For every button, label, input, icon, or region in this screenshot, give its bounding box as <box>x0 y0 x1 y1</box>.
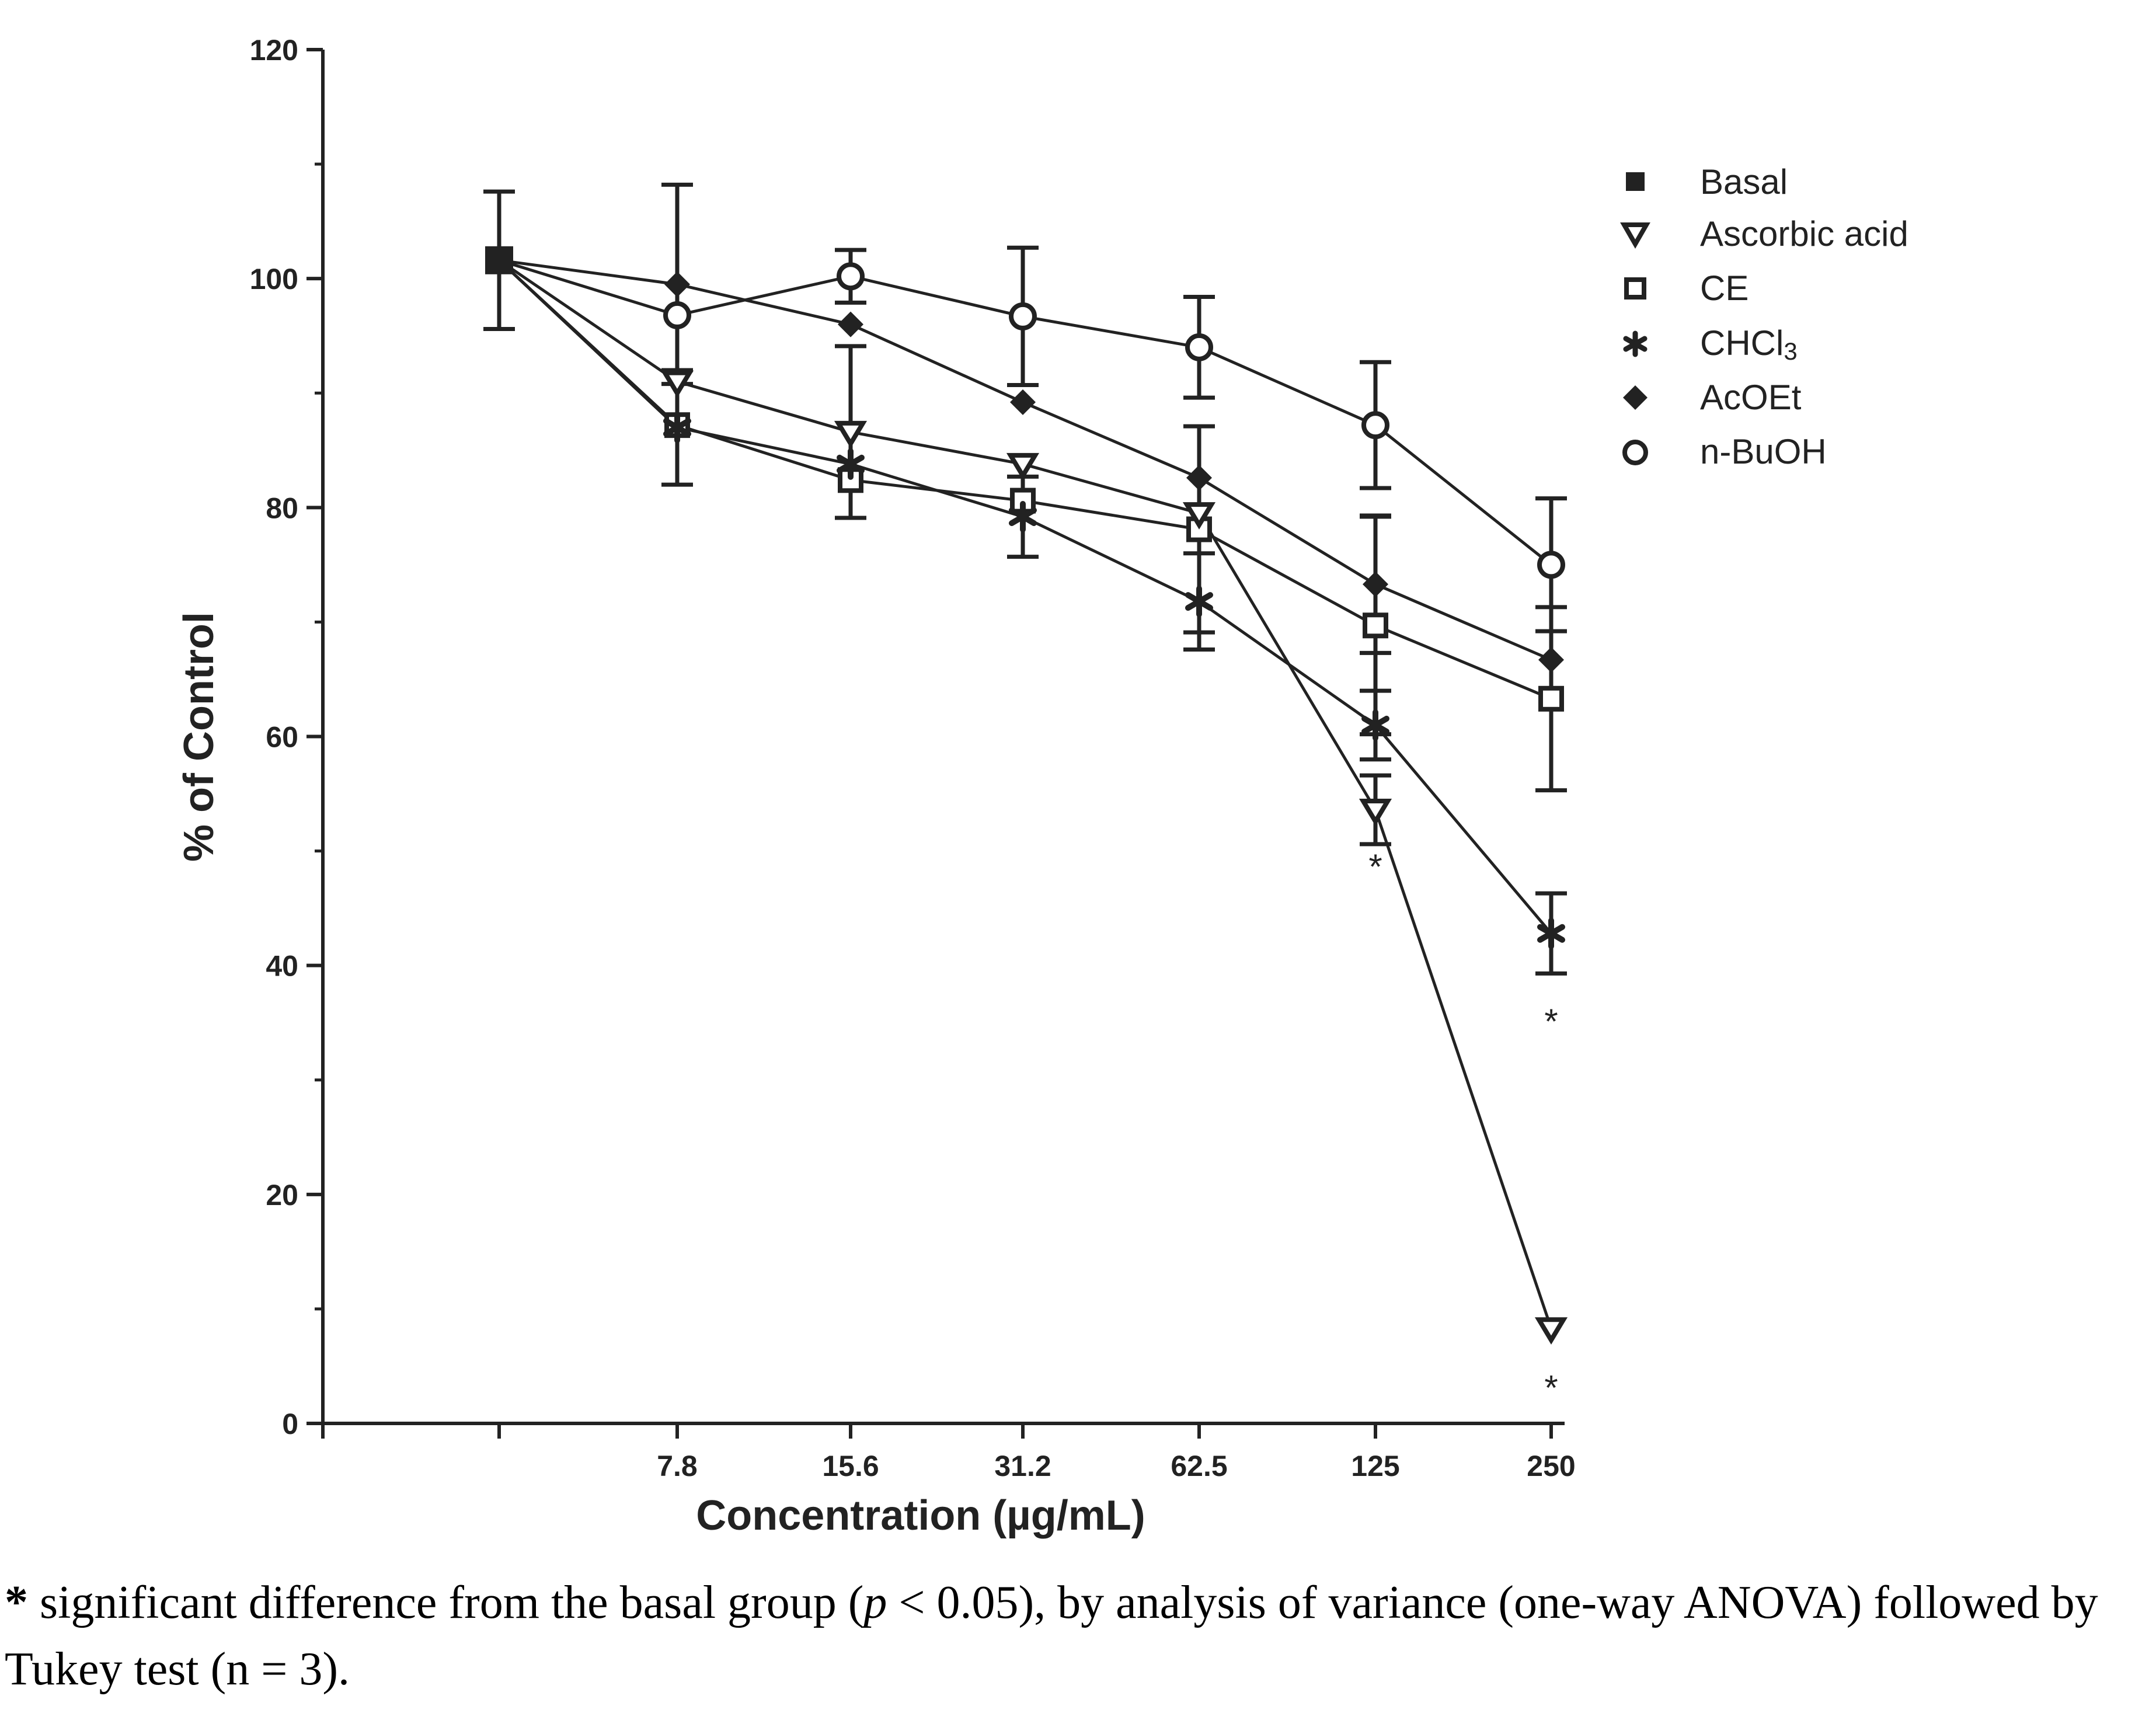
marker-ce <box>838 467 863 493</box>
marker-ascorbic-acid <box>834 420 868 448</box>
y-tick-label: 100 <box>250 263 298 295</box>
y-tick-label: 0 <box>282 1408 298 1440</box>
legend-marker-n-buoh <box>1622 440 1648 465</box>
asterisk-stroke <box>1009 507 1037 527</box>
asterisk-stroke <box>663 418 691 437</box>
series-line-chcl3 <box>498 259 1552 935</box>
marker-ce <box>1538 685 1564 712</box>
marker-ascorbic-acid <box>1534 1317 1568 1345</box>
marker-n-buoh <box>1537 551 1565 579</box>
marker-ascorbic-acid <box>1006 452 1040 481</box>
asterisk-stroke <box>837 454 865 473</box>
marker-n-buoh <box>1009 302 1037 330</box>
y-tick-label: 80 <box>266 492 298 524</box>
x-tick-label: 31.2 <box>994 1450 1051 1482</box>
marker-chcl3 <box>1537 917 1565 949</box>
legend-label-basal: Basal <box>1700 162 1788 201</box>
y-tick-label: 20 <box>266 1179 298 1211</box>
marker-acoet <box>1538 647 1564 673</box>
footnote-star: * <box>5 1577 28 1628</box>
marker-acoet <box>1010 389 1036 415</box>
x-tick-label: 125 <box>1351 1450 1399 1482</box>
legend-marker-ce <box>1624 277 1646 300</box>
asterisk-stroke <box>1185 592 1213 611</box>
x-tick-label: 15.6 <box>822 1450 879 1482</box>
marker-acoet <box>664 271 690 297</box>
significance-asterisk: * <box>1368 847 1382 886</box>
x-tick-label: 7.8 <box>657 1450 698 1482</box>
y-tick-label: 120 <box>250 34 298 67</box>
x-tick-label: 250 <box>1527 1450 1575 1482</box>
asterisk-stroke <box>1537 924 1565 943</box>
legend-marker-acoet <box>1623 385 1648 410</box>
legend-label-acoet: AcOEt <box>1700 378 1802 417</box>
legend-label-n-buoh: n-BuOH <box>1700 432 1827 471</box>
legend-label-chcl3: CHCl3 <box>1700 323 1798 365</box>
marker-ascorbic-acid <box>1182 502 1216 530</box>
legend-marker-ascorbic-acid <box>1620 222 1650 249</box>
marker-ascorbic-acid <box>660 370 694 398</box>
marker-acoet <box>1363 571 1388 597</box>
marker-n-buoh <box>1185 333 1213 361</box>
marker-chcl3 <box>663 412 691 444</box>
marker-chcl3 <box>1361 709 1389 741</box>
asterisk-stroke <box>1361 715 1389 734</box>
x-axis-title: Concentration (µg/mL) <box>696 1492 1145 1539</box>
marker-n-buoh <box>837 262 865 291</box>
y-axis-title: % of Control <box>176 612 222 862</box>
y-tick-label: 40 <box>266 950 298 983</box>
legend: Basal Ascorbic acid CE CHCl3 AcOEt n-BuO… <box>1620 162 1908 471</box>
marker-acoet <box>1186 465 1212 491</box>
footnote-p-value: p <box>863 1577 887 1628</box>
legend-label-ce: CE <box>1700 269 1749 308</box>
footnote-text-1: significant difference from the basal gr… <box>28 1577 864 1628</box>
significance-asterisk: * <box>1544 1002 1558 1041</box>
marker-n-buoh <box>663 301 691 329</box>
series-markers <box>485 246 1568 1345</box>
axes: 0 20 40 60 80 100 120 7.8 15.6 31.2 62.5 125 250 <box>250 34 1576 1482</box>
x-tick-label: 62.5 <box>1171 1450 1227 1482</box>
marker-basal <box>485 246 513 274</box>
marker-chcl3 <box>1185 586 1213 618</box>
marker-acoet <box>838 311 863 337</box>
footnote: * significant difference from the basal … <box>5 1569 2153 1702</box>
legend-marker-basal <box>1626 172 1645 191</box>
significance-asterisk: * <box>1544 1368 1558 1407</box>
annotations: * * * <box>1368 847 1558 1407</box>
marker-chcl3 <box>1009 501 1037 533</box>
marker-chcl3 <box>837 448 865 480</box>
legend-marker-chcl3 <box>1623 330 1648 357</box>
marker-n-buoh <box>1361 411 1389 440</box>
marker-ce <box>1363 612 1388 639</box>
marker-ascorbic-acid <box>1359 798 1392 826</box>
legend-label-ascorbic-acid: Ascorbic acid <box>1700 214 1908 253</box>
series-lines <box>498 259 1553 1329</box>
y-tick-label: 60 <box>266 721 298 754</box>
series-line-ascorbic-acid <box>498 259 1553 1329</box>
footnote-text-2: < 0.05), by analysis of variance (one-wa… <box>5 1577 2098 1695</box>
